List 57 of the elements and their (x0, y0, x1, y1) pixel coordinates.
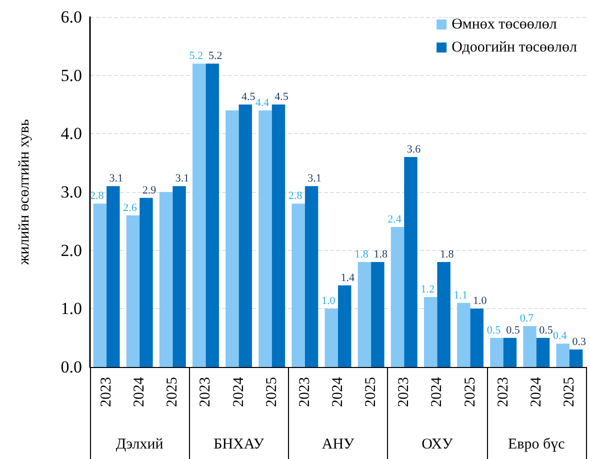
data-label: 1.2 (420, 284, 434, 296)
text: Дэлхий (116, 436, 164, 452)
text: ОХУ (422, 436, 454, 452)
data-label: 3.1 (308, 172, 322, 185)
data-label: 0.5 (506, 324, 520, 336)
y-tick-label: 3.0 (60, 182, 82, 202)
y-axis-title: жилийн өсөлтийн хувь (16, 119, 32, 266)
data-label: 0.4 (552, 330, 568, 342)
x-tick-label: 2023 (495, 377, 512, 407)
data-label: 3.1 (109, 172, 124, 185)
x-tick-label: 2024 (132, 376, 148, 407)
text: АНУ (322, 436, 355, 452)
y-tick-label: 4.0 (60, 124, 82, 144)
legend-label: Өмнөх төсөөлөл (452, 16, 558, 32)
data-label: 1.0 (473, 295, 488, 308)
x-tick-label: 2023 (198, 377, 214, 407)
x-tick-label: 2025 (462, 377, 478, 407)
y-tick-label: 1.0 (60, 299, 82, 318)
data-label: 1.4 (340, 272, 355, 284)
data-label: 5.2 (189, 50, 203, 62)
x-tick-label: 2023 (296, 377, 313, 407)
y-tick-label: 6.0 (60, 8, 82, 26)
data-label: 5.2 (208, 50, 222, 62)
x-tick-label: 2023 (98, 377, 115, 407)
data-label: 0.7 (520, 312, 534, 325)
y-tick-label: 5.0 (60, 66, 82, 85)
x-tick-label: 2025 (264, 377, 280, 407)
x-tick-label: 2025 (561, 377, 578, 407)
y-tick-label: 2.0 (60, 240, 82, 260)
x-tick-label: 2024 (429, 376, 446, 407)
data-label: 2.4 (388, 214, 402, 226)
data-label: 3.6 (406, 144, 422, 156)
y-tick-label: 0.0 (60, 358, 82, 376)
data-label: 1.8 (374, 248, 388, 260)
x-tick-label: 2025 (164, 377, 181, 407)
data-label: 1.8 (354, 248, 369, 260)
text: БНХАУ (214, 436, 264, 452)
data-label: 1.0 (322, 295, 336, 308)
data-label: 1.1 (454, 289, 468, 302)
data-label: 3.1 (175, 172, 190, 185)
x-tick-label: 2024 (528, 376, 544, 407)
data-label: 0.3 (572, 336, 586, 348)
data-label: 0.5 (486, 324, 502, 336)
data-label: 2.9 (142, 184, 157, 196)
data-label: 2.8 (288, 190, 303, 202)
data-label: 4.5 (242, 91, 256, 103)
data-label: 1.8 (440, 248, 454, 260)
data-label: 4.5 (274, 91, 289, 103)
data-label: 2.6 (123, 202, 138, 214)
legend-label: Одоогийн төсөөлөл (452, 40, 578, 56)
data-label: 0.5 (539, 324, 554, 336)
x-tick-label: 2025 (363, 377, 380, 407)
text: Евро бүс (508, 436, 566, 452)
x-tick-label: 2023 (396, 377, 412, 407)
x-tick-label: 2024 (230, 376, 247, 407)
x-tick-label: 2024 (330, 376, 346, 407)
data-label: 4.4 (255, 96, 270, 109)
